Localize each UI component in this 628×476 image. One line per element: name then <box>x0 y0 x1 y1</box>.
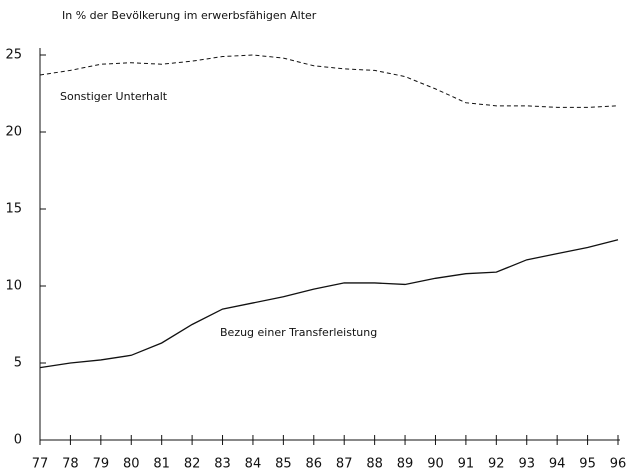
y-tick-label: 0 <box>14 433 22 448</box>
x-tick-label: 95 <box>579 457 596 472</box>
x-tick-label: 87 <box>336 457 353 472</box>
y-tick-label: 20 <box>5 125 22 140</box>
x-tick-label: 88 <box>366 457 383 472</box>
x-tick-label: 89 <box>397 457 414 472</box>
series-line <box>39 239 619 369</box>
y-tick-label: 10 <box>5 279 22 294</box>
series-line <box>39 54 619 108</box>
series-label: Sonstiger Unterhalt <box>60 90 168 103</box>
y-tick-label: 15 <box>5 202 22 217</box>
x-tick-label: 81 <box>153 457 170 472</box>
x-tick-label: 96 <box>610 457 627 472</box>
x-tick-label: 94 <box>549 457 566 472</box>
x-tick-label: 82 <box>184 457 201 472</box>
chart-subtitle: In % der Bevölkerung im erwerbsfähigen A… <box>62 9 317 22</box>
x-tick-label: 90 <box>427 457 444 472</box>
x-tick-label: 86 <box>306 457 323 472</box>
y-tick-label: 5 <box>14 356 22 371</box>
x-tick-label: 83 <box>214 457 231 472</box>
x-tick-label: 80 <box>123 457 140 472</box>
y-tick-label: 25 <box>5 48 22 63</box>
x-tick-label: 85 <box>275 457 292 472</box>
x-tick-label: 92 <box>488 457 505 472</box>
x-tick-label: 91 <box>458 457 475 472</box>
x-tick-label: 78 <box>62 457 79 472</box>
x-tick-label: 77 <box>32 457 49 472</box>
x-tick-label: 79 <box>93 457 110 472</box>
series-label: Bezug einer Transferleistung <box>220 326 377 339</box>
x-tick-label: 84 <box>245 457 262 472</box>
x-tick-label: 93 <box>518 457 535 472</box>
